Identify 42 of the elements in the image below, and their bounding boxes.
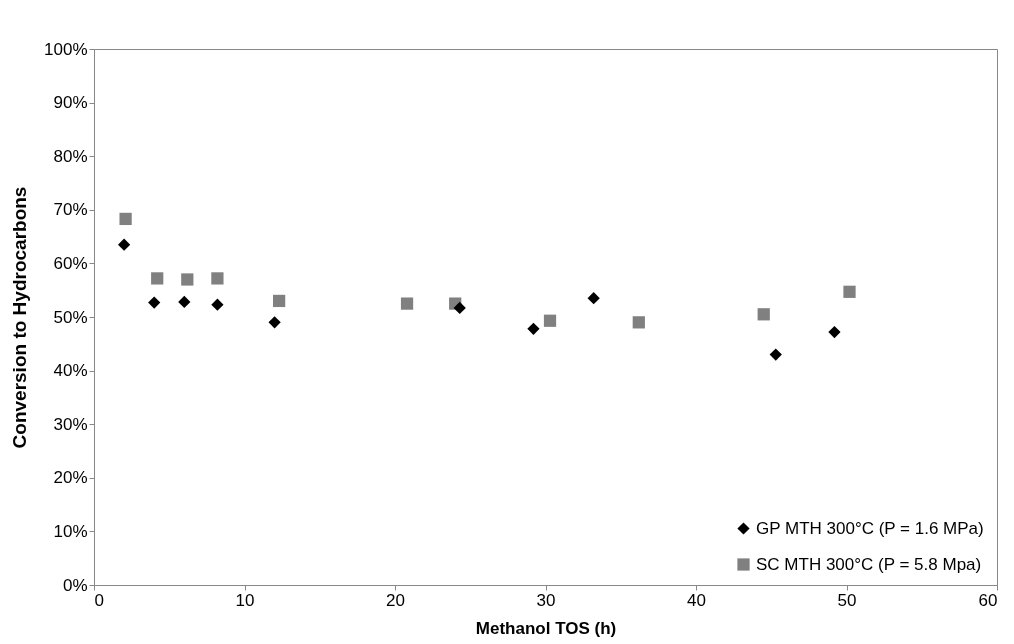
y-tick-label: 90%	[53, 93, 88, 113]
y-tick-label: 50%	[53, 307, 88, 327]
point	[453, 301, 466, 315]
point	[632, 316, 645, 329]
point	[828, 325, 841, 339]
y-tick-label: 20%	[53, 468, 88, 488]
y-tick-label: 60%	[53, 253, 88, 273]
x-tick-label: 50	[837, 590, 857, 610]
y-tick-label: 40%	[53, 361, 88, 381]
point	[272, 294, 286, 308]
y-tick-label: 100%	[44, 39, 88, 59]
point	[181, 273, 194, 286]
y-tick-label: 0%	[62, 575, 88, 595]
point	[178, 295, 191, 309]
point	[268, 316, 281, 329]
point	[119, 212, 132, 226]
x-tick-label: 40	[687, 590, 706, 610]
x-axis-title: Methanol TOS (h)	[475, 618, 617, 638]
x-tick-label: 60	[978, 590, 998, 610]
point	[527, 322, 540, 335]
x-tick-label: 10	[235, 590, 255, 610]
point	[117, 238, 131, 251]
y-tick-label: 80%	[53, 146, 88, 166]
y-tick-label: 10%	[53, 521, 88, 541]
y-tick-label: 70%	[53, 200, 88, 220]
point	[148, 296, 161, 309]
x-tick-label: 0	[94, 590, 104, 610]
legend-label: SC MTH 300°C (P = 5.8 Mpa)	[756, 554, 982, 574]
point	[543, 314, 557, 327]
point	[757, 308, 770, 321]
legend-label: GP MTH 300°C (P = 1.6 MPa)	[756, 518, 984, 538]
point	[211, 272, 224, 285]
y-tick-label: 30%	[53, 414, 88, 434]
point	[151, 272, 164, 285]
x-tick-label: 30	[536, 590, 556, 610]
point	[843, 285, 856, 298]
point	[769, 348, 782, 361]
point	[211, 298, 224, 311]
y-axis-title: Conversion to Hydrocarbons	[9, 186, 31, 449]
x-tick-label: 20	[386, 590, 405, 610]
point	[400, 297, 414, 310]
point	[587, 292, 600, 305]
